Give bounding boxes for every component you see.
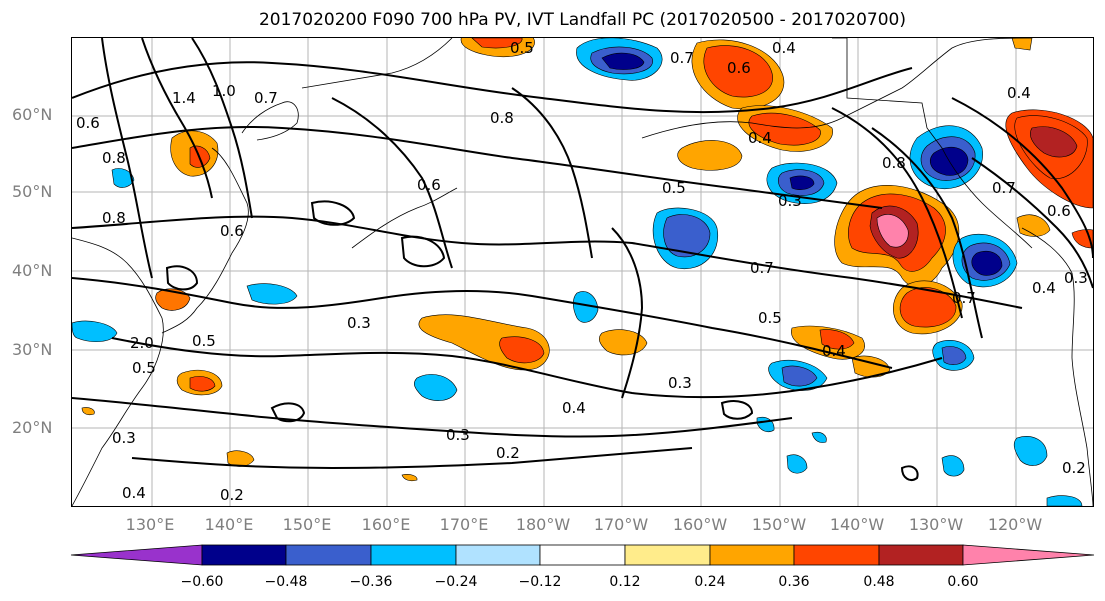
contour-label: 0.7 xyxy=(992,179,1016,197)
contour-label: 0.3 xyxy=(668,374,692,392)
contour-label: 0.7 xyxy=(750,259,774,277)
contour-label: 1.4 xyxy=(172,89,196,107)
contour-label: 0.4 xyxy=(122,484,146,502)
colorbar-tick-label: 0.36 xyxy=(778,574,810,590)
contour-label: 0.4 xyxy=(562,399,586,417)
pv-contours xyxy=(71,37,1094,481)
contour-label: 0.5 xyxy=(510,39,534,57)
contour-label: 0.2 xyxy=(1062,459,1086,477)
lon-label-140w: 140°W xyxy=(829,515,885,534)
colorbar-bin xyxy=(709,544,795,566)
lon-label-130e: 130°E xyxy=(125,515,175,534)
contour-label: 0.4 xyxy=(1007,84,1031,102)
lon-label-170w: 170°W xyxy=(593,515,649,534)
contour-label: 0.5 xyxy=(662,179,686,197)
contour-label: 0.3 xyxy=(347,314,371,332)
colorbar-tick-label: 0.48 xyxy=(863,574,895,590)
contour-label: 0.5 xyxy=(132,359,156,377)
contour-label: 0.6 xyxy=(76,114,100,132)
contour-label: 0.7 xyxy=(670,49,694,67)
colorbar-bin xyxy=(370,544,457,566)
colorbar-bin xyxy=(70,544,203,566)
contour-label: 0.3 xyxy=(778,192,802,210)
colorbar-tick-label: 0.12 xyxy=(609,574,641,590)
lon-label-150w: 150°W xyxy=(751,515,807,534)
lon-label-140e: 140°E xyxy=(204,515,254,534)
lat-label-40n: 40°N xyxy=(12,261,53,280)
contour-label-layer: 1.4 1.0 0.7 0.6 0.8 0.5 0.7 0.8 0.6 0.4 … xyxy=(76,39,1088,504)
contour-label: 0.3 xyxy=(1064,269,1088,287)
lon-label-120w: 120°W xyxy=(987,515,1043,534)
lon-label-180w: 180°W xyxy=(515,515,571,534)
colorbar-tick-label: −0.12 xyxy=(518,574,562,590)
contour-label: 0.5 xyxy=(758,309,782,327)
contour-label: 1.0 xyxy=(212,82,236,100)
contour-label: 0.4 xyxy=(1032,279,1056,297)
contour-label: 0.5 xyxy=(192,332,216,350)
contour-label: 0.4 xyxy=(822,342,846,360)
lon-label-130w: 130°W xyxy=(908,515,964,534)
colorbar-tick-label: −0.36 xyxy=(349,574,393,590)
colorbar-tick-label: −0.24 xyxy=(434,574,478,590)
lat-label-20n: 20°N xyxy=(12,418,53,437)
colorbar-bin xyxy=(793,544,880,566)
contour-label: 0.4 xyxy=(772,39,796,57)
colorbar-tick-label: 0.24 xyxy=(694,574,726,590)
colorbar-bin xyxy=(962,544,1095,566)
contour-label: 0.4 xyxy=(748,129,772,147)
contour-label: 0.2 xyxy=(496,444,520,462)
contour-label: 0.8 xyxy=(490,109,514,127)
lat-label-60n: 60°N xyxy=(12,105,53,124)
contour-label: 0.6 xyxy=(220,222,244,240)
map-canvas: 1.4 1.0 0.7 0.6 0.8 0.5 0.7 0.8 0.6 0.4 … xyxy=(71,35,1094,507)
colorbar-bin xyxy=(285,544,372,566)
lat-label-30n: 30°N xyxy=(12,340,53,359)
contour-label: 0.7 xyxy=(952,289,976,307)
lat-label-50n: 50°N xyxy=(12,182,53,201)
colorbar-bin xyxy=(201,544,287,566)
colorbar-bin xyxy=(624,544,711,566)
colorbar-tick-label: −0.48 xyxy=(264,574,308,590)
colorbar-bin xyxy=(539,544,626,566)
contour-label: 0.3 xyxy=(112,429,136,447)
contour-label: 0.6 xyxy=(1047,202,1071,220)
contour-label: 0.8 xyxy=(882,154,906,172)
contour-label: 0.8 xyxy=(102,149,126,167)
lon-label-170e: 170°E xyxy=(439,515,489,534)
contour-label: 0.8 xyxy=(102,209,126,227)
colorbar xyxy=(70,544,1095,566)
lon-label-150e: 150°E xyxy=(282,515,332,534)
contour-label: 0.2 xyxy=(220,486,244,504)
contour-label: 0.7 xyxy=(254,89,278,107)
colorbar-bin xyxy=(455,544,541,566)
lon-label-160e: 160°E xyxy=(361,515,411,534)
colorbar-bin xyxy=(878,544,964,566)
contour-label: 0.3 xyxy=(446,426,470,444)
colorbar-tick-label: 0.60 xyxy=(947,574,979,590)
contour-label: 0.6 xyxy=(727,59,751,77)
map-panel: 1.4 1.0 0.7 0.6 0.8 0.5 0.7 0.8 0.6 0.4 … xyxy=(71,35,1094,507)
lon-label-160w: 160°W xyxy=(672,515,728,534)
contour-label: 0.6 xyxy=(417,176,441,194)
map-title: 2017020200 F090 700 hPa PV, IVT Landfall… xyxy=(258,10,906,30)
shading-layer xyxy=(71,35,1094,507)
contour-label: 2.0 xyxy=(130,334,154,352)
colorbar-tick-label: −0.60 xyxy=(180,574,224,590)
coastlines xyxy=(71,37,1094,507)
